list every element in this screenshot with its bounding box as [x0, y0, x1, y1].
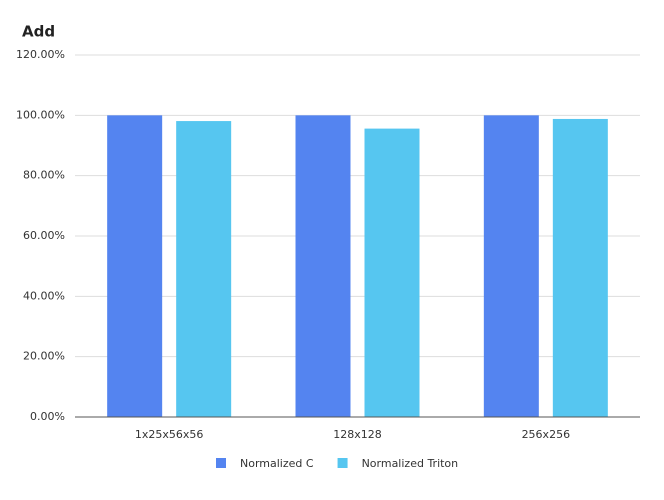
y-tick-label: 80.00% — [23, 169, 65, 182]
y-tick-label: 0.00% — [30, 410, 65, 423]
x-tick-label: 1x25x56x56 — [135, 428, 204, 441]
bar — [364, 128, 420, 417]
y-tick-label: 120.00% — [16, 48, 65, 61]
x-tick-label: 256x256 — [522, 428, 571, 441]
bar — [107, 115, 163, 417]
legend-label: Normalized Triton — [362, 457, 459, 470]
chart-title: Add — [22, 23, 55, 41]
bar — [295, 115, 351, 417]
legend-label: Normalized C — [240, 457, 314, 470]
x-tick-label: 128x128 — [333, 428, 382, 441]
legend-swatch — [216, 458, 226, 468]
bar — [552, 118, 608, 417]
bar — [483, 115, 539, 417]
y-tick-label: 60.00% — [23, 229, 65, 242]
y-tick-label: 40.00% — [23, 289, 65, 302]
y-tick-label: 20.00% — [23, 350, 65, 363]
bar — [176, 121, 232, 417]
legend-swatch — [337, 458, 348, 468]
y-tick-label: 100.00% — [16, 108, 65, 121]
